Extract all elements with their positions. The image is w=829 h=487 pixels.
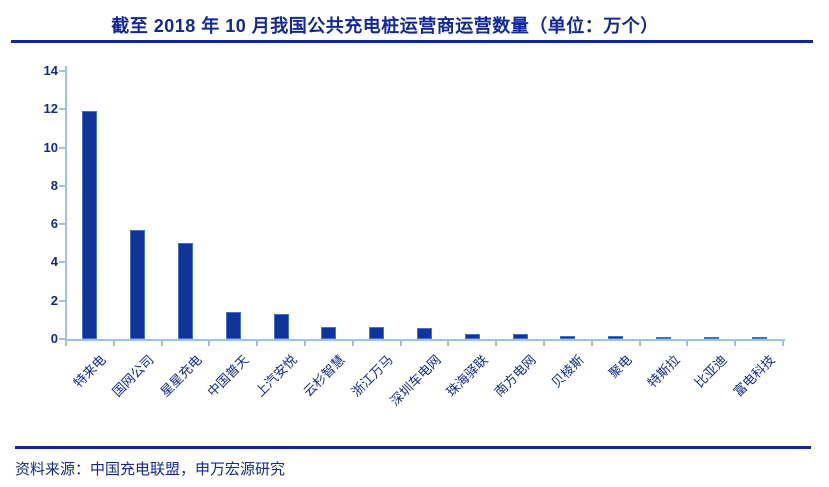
bar-13 — [656, 336, 671, 339]
x-axis-tick — [734, 341, 737, 346]
x-axis-line — [65, 339, 785, 341]
x-axis-tick — [256, 341, 259, 346]
y-tick-label: 8 — [50, 177, 58, 193]
x-axis-tick — [65, 341, 67, 346]
bar-12 — [608, 336, 624, 339]
y-tick-label: 10 — [43, 139, 58, 155]
y-tick-label: 14 — [43, 63, 58, 78]
x-axis-tick — [160, 341, 163, 346]
y-tick-label: 6 — [50, 216, 58, 232]
x-axis-tick — [782, 341, 784, 346]
bar-9 — [464, 333, 480, 339]
bar-3 — [178, 243, 193, 339]
x-axis-tick — [543, 341, 545, 346]
x-axis-tick — [447, 341, 450, 346]
bar-6 — [321, 326, 337, 339]
bar-5 — [273, 314, 289, 339]
title-underline — [11, 40, 813, 43]
x-axis-tick — [638, 341, 641, 346]
y-tick-label: 2 — [50, 292, 58, 308]
bar-2 — [130, 229, 146, 339]
y-axis-line — [65, 66, 67, 341]
bar-14 — [703, 336, 719, 339]
x-axis-tick — [112, 341, 115, 346]
y-axis-tick — [59, 146, 65, 149]
bar-15 — [751, 337, 767, 340]
bar-11 — [560, 335, 576, 339]
source-note: 资料来源：中国充电联盟，申万宏源研究 — [15, 461, 286, 478]
bar-8 — [417, 327, 432, 339]
y-tick-label: 12 — [43, 101, 58, 117]
y-axis-tick — [59, 70, 65, 72]
x-axis-tick — [351, 341, 354, 346]
x-axis-tick — [495, 341, 498, 346]
y-axis-tick — [59, 338, 65, 340]
y-axis-tick — [59, 261, 65, 264]
chart-title: 截至 2018 年 10 月我国公共充电桩运营商运营数量（单位：万个） — [111, 16, 659, 36]
y-axis-tick — [59, 299, 65, 302]
x-axis-tick — [304, 341, 306, 346]
x-axis-tick — [208, 341, 211, 346]
bar-10 — [512, 334, 528, 339]
y-axis-tick — [59, 108, 65, 111]
bar-4 — [225, 312, 241, 339]
footer-divider — [15, 446, 811, 449]
bar-7 — [369, 327, 385, 339]
y-tick-label: 4 — [50, 254, 58, 270]
y-axis-tick — [59, 184, 65, 187]
x-axis-tick — [686, 341, 689, 346]
bar-1 — [82, 111, 98, 339]
x-axis-tick — [590, 341, 593, 346]
x-axis-tick — [399, 341, 402, 346]
y-tick-label: 0 — [50, 331, 58, 346]
y-axis-tick — [59, 223, 65, 226]
